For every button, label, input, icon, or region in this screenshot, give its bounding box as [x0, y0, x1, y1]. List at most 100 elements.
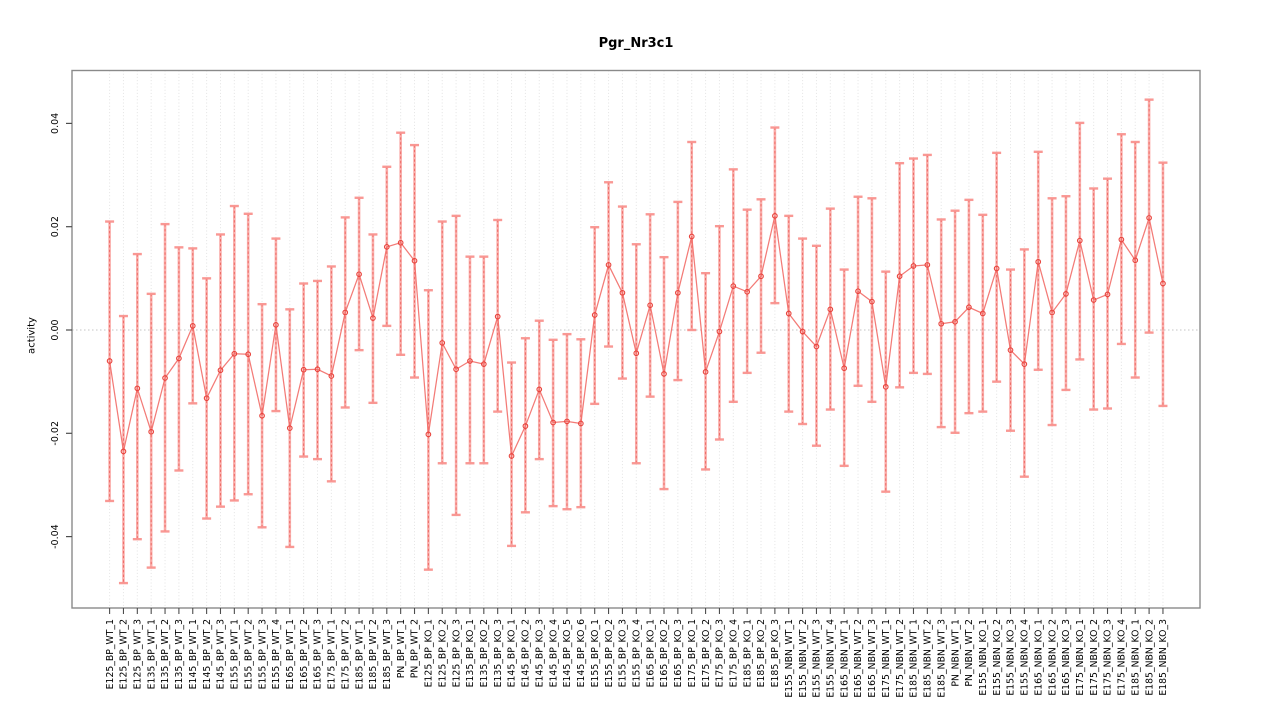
x-category-label: E175_BP_WT_2: [340, 619, 351, 689]
x-category-label: E155_BP_WT_4: [271, 619, 282, 689]
x-category-label: E175_NBN_WT_2: [895, 619, 906, 698]
data-point: [924, 262, 931, 268]
data-point: [1035, 258, 1042, 265]
data-point: [1007, 347, 1014, 353]
x-category-label: E185_BP_KO_1: [742, 619, 753, 687]
data-point: [730, 283, 737, 289]
data-point: [619, 289, 626, 296]
data-point: [259, 412, 265, 419]
x-category-label: E155_BP_KO_4: [631, 619, 642, 687]
y-tick-label: 0.02: [50, 216, 61, 237]
x-category-label: E155_NBN_KO_4: [1020, 619, 1031, 696]
data-point: [1063, 290, 1069, 297]
x-category-label: E145_BP_KO_2: [521, 619, 532, 687]
data-point: [772, 213, 778, 219]
x-category-label: E185_NBN_KO_1: [1130, 619, 1141, 696]
x-category-label: E135_BP_WT_1: [146, 619, 157, 689]
data-point: [675, 289, 681, 296]
data-point: [286, 425, 293, 431]
data-point: [356, 271, 362, 278]
x-category-label: E145_BP_KO_1: [507, 619, 518, 687]
y-tick-label: 0.00: [50, 319, 61, 340]
x-category-label: PN_BP_WT_1: [396, 619, 407, 678]
x-category-label: E185_BP_WT_3: [382, 619, 393, 689]
data-point: [231, 350, 238, 357]
x-category-label: E165_NBN_KO_3: [1061, 619, 1072, 696]
x-category-label: E165_NBN_WT_2: [853, 619, 864, 698]
x-category-label: E145_BP_WT_1: [188, 619, 199, 689]
x-category-label: E165_NBN_WT_1: [839, 619, 850, 698]
x-category-label: E155_NBN_KO_3: [1006, 619, 1017, 696]
data-point: [1118, 236, 1125, 243]
x-category-label: E135_BP_WT_2: [160, 619, 171, 689]
x-category-label: E145_BP_WT_3: [216, 619, 227, 689]
data-point: [300, 366, 307, 373]
data-point: [494, 313, 501, 320]
x-category-label: E185_BP_WT_2: [368, 619, 379, 689]
data-point: [1021, 361, 1028, 367]
data-point: [148, 428, 155, 435]
data-point: [383, 243, 390, 250]
x-category-label: E125_BP_WT_3: [133, 619, 144, 689]
data-point: [647, 302, 653, 309]
data-point: [203, 395, 210, 402]
x-category-label: E155_NBN_KO_2: [992, 619, 1003, 696]
data-point: [550, 419, 556, 426]
x-category-label: E185_NBN_KO_2: [1144, 619, 1155, 696]
x-category-label: E145_BP_KO_6: [576, 619, 587, 687]
x-category-label: E135_BP_KO_1: [465, 619, 476, 687]
x-category-label: E185_BP_KO_2: [756, 619, 767, 687]
x-category-label: E155_BP_KO_2: [604, 619, 615, 687]
data-point: [688, 233, 695, 240]
x-category-label: E185_BP_KO_3: [770, 619, 781, 687]
data-point: [508, 453, 515, 459]
x-category-label: E165_NBN_KO_1: [1033, 619, 1044, 696]
data-point: [591, 312, 598, 318]
data-point: [869, 298, 875, 305]
data-point: [827, 306, 834, 313]
x-category-label: E175_NBN_WT_1: [881, 619, 892, 698]
data-point: [370, 315, 376, 321]
data-point: [1104, 291, 1111, 298]
series-line: [108, 215, 1164, 459]
x-category-label: E175_BP_KO_2: [701, 619, 712, 687]
x-category-label: E165_NBN_WT_3: [867, 619, 878, 698]
data-point: [1090, 297, 1097, 303]
x-category-label: E125_BP_WT_1: [105, 619, 116, 689]
data-point: [273, 321, 279, 328]
data-point: [799, 328, 806, 335]
x-category-label: E165_NBN_KO_2: [1047, 619, 1058, 696]
x-category-label: PN_NBN_WT_1: [950, 619, 961, 687]
data-point: [522, 423, 529, 429]
data-point: [480, 361, 487, 367]
x-category-label: E165_BP_WT_3: [313, 619, 324, 689]
data-point: [397, 239, 404, 246]
x-category-label: E135_BP_KO_3: [493, 619, 504, 687]
x-category-label: E185_NBN_WT_3: [936, 619, 947, 698]
data-point: [342, 309, 349, 316]
data-point: [758, 273, 764, 280]
data-point: [189, 323, 196, 329]
x-category-label: E165_BP_KO_1: [645, 619, 656, 687]
data-point: [120, 448, 127, 455]
data-point: [979, 310, 986, 317]
data-point: [314, 366, 321, 373]
x-category-label: PN_NBN_WT_2: [964, 619, 975, 687]
data-point: [813, 343, 820, 350]
x-category-label: E165_BP_WT_1: [285, 619, 296, 689]
data-point: [453, 366, 459, 373]
data-point: [785, 310, 792, 317]
data-point: [564, 418, 570, 425]
x-category-label: E145_BP_KO_3: [534, 619, 545, 687]
chart-title: Pgr_Nr3c1: [598, 36, 674, 51]
x-category-label: E175_NBN_KO_1: [1075, 619, 1086, 696]
data-point: [1132, 257, 1139, 264]
x-category-label: E185_NBN_WT_1: [909, 619, 920, 698]
x-category-label: E175_BP_WT_1: [327, 619, 338, 689]
x-category-label: E155_BP_KO_1: [590, 619, 601, 687]
x-category-label: E155_NBN_WT_3: [812, 619, 823, 698]
x-category-label: E145_BP_KO_5: [562, 619, 573, 687]
data-point: [217, 367, 224, 374]
x-category-label: E155_NBN_KO_1: [978, 619, 989, 696]
